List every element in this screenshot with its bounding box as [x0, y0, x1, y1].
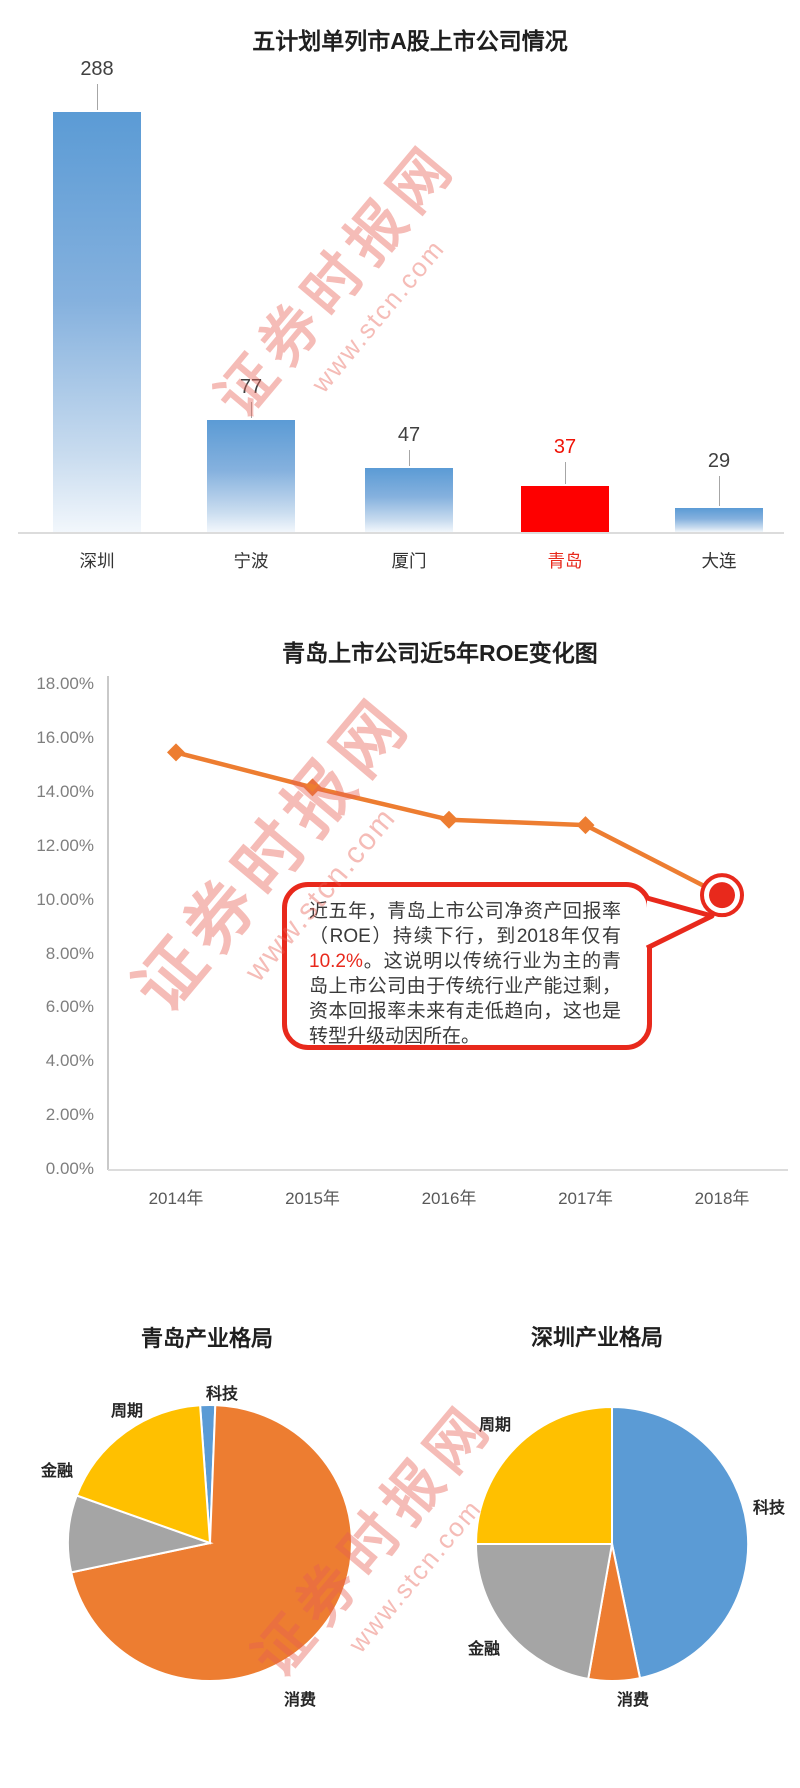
- bar-value-label: 29: [707, 450, 731, 472]
- y-tick-label: 4.00%: [45, 1051, 94, 1071]
- pie-label-周期: 周期: [110, 1403, 144, 1420]
- pie-label-消费: 消费: [283, 1692, 317, 1709]
- watermark-brand: 证券时报网: [203, 131, 469, 430]
- pie-slice-金融: [67, 1494, 214, 1574]
- y-tick-label: 16.00%: [36, 727, 94, 747]
- bar-value-leader-line: [409, 450, 410, 466]
- y-tick-label: 8.00%: [45, 943, 94, 963]
- pie-label-科技: 科技: [752, 1500, 786, 1517]
- bar-青岛: [521, 486, 609, 532]
- pie-label-消费: 消费: [616, 1692, 650, 1709]
- bar-value-label: 288: [80, 58, 114, 80]
- bar-value-leader-line: [251, 402, 252, 418]
- y-tick-label: 0.00%: [45, 1159, 94, 1179]
- watermark-url: www.stcn.com: [342, 1493, 488, 1659]
- watermark-url: www.stcn.com: [305, 233, 451, 399]
- callout-text-before: 近五年，青岛上市公司净资产回报率（ROE）持续下行，到2018年仅有: [309, 901, 621, 947]
- bar-category-label: 宁波: [233, 551, 269, 571]
- x-tick-label: 2015年: [285, 1189, 340, 1208]
- pie-slice-消费: [70, 1404, 353, 1682]
- y-tick-label: 18.00%: [36, 674, 94, 693]
- bar-category-label: 大连: [701, 551, 737, 571]
- y-axis-line: [107, 676, 109, 1170]
- x-axis-line: [108, 1169, 788, 1171]
- pie-qingdao-title: 青岛产业格局: [140, 1326, 274, 1351]
- diamond-marker: [303, 778, 322, 797]
- y-tick-label: 14.00%: [36, 781, 94, 801]
- roe-line: [175, 750, 724, 898]
- pie-slice-周期: [75, 1404, 212, 1545]
- bar-category-label: 厦门: [391, 551, 427, 571]
- callout-tail: [645, 895, 715, 951]
- watermark-brand: 证券时报网: [240, 1391, 506, 1690]
- bar-深圳: [53, 112, 141, 532]
- callout-highlight-value: 10.2%: [309, 951, 363, 972]
- x-tick-label: 2016年: [421, 1189, 477, 1208]
- pie-label-科技: 科技: [205, 1386, 239, 1403]
- bar-value-leader-line: [97, 84, 98, 110]
- pie-label-金融: 金融: [467, 1641, 501, 1658]
- pie-slice-科技: [611, 1405, 750, 1680]
- watermark: 证券时报网 www.stcn.com: [192, 122, 498, 454]
- pie-slice-科技: [199, 1404, 217, 1544]
- diamond-marker: [440, 810, 458, 829]
- pie-shenzhen-title: 深圳产业格局: [530, 1325, 664, 1350]
- callout-text: 近五年，青岛上市公司净资产回报率（ROE）持续下行，到2018年仅有 10.2%。…: [287, 887, 647, 1059]
- diamond-marker: [167, 743, 185, 762]
- bar-category-label: 青岛: [547, 551, 583, 571]
- y-tick-label: 10.00%: [36, 889, 94, 909]
- callout-text-after: 。这说明以传统行业为主的青岛上市公司由于传统行业产能过剩，资本回报率未来有走低趋…: [309, 951, 621, 1047]
- y-tick-label: 6.00%: [45, 997, 94, 1017]
- bar-大连: [675, 508, 763, 532]
- bar-chart-title: 五计划单列市A股上市公司情况: [252, 28, 568, 54]
- bar-宁波: [207, 420, 295, 532]
- pie-slice-消费: [587, 1543, 642, 1683]
- x-tick-label: 2018年: [694, 1189, 750, 1208]
- diamond-marker: [576, 816, 595, 835]
- bar-厦门: [365, 468, 453, 532]
- x-tick-label: 2014年: [148, 1189, 204, 1208]
- callout-bubble: 近五年，青岛上市公司净资产回报率（ROE）持续下行，到2018年仅有 10.2%。…: [282, 882, 652, 1050]
- pie-label-金融: 金融: [40, 1463, 74, 1480]
- bar-value-label: 37: [553, 436, 577, 458]
- line-chart-title: 青岛上市公司近5年ROE变化图: [282, 640, 598, 666]
- bar-value-leader-line: [719, 476, 720, 506]
- bar-category-label: 深圳: [79, 551, 115, 571]
- x-tick-label: 2017年: [558, 1189, 613, 1208]
- pie-label-周期: 周期: [478, 1417, 512, 1434]
- bar-value-label: 47: [397, 424, 421, 446]
- y-tick-label: 2.00%: [45, 1105, 94, 1125]
- y-tick-label: 12.00%: [36, 835, 94, 855]
- bar-value-leader-line: [565, 462, 566, 484]
- bar-x-axis-line: [18, 532, 784, 534]
- bar-value-label: 77: [239, 376, 263, 398]
